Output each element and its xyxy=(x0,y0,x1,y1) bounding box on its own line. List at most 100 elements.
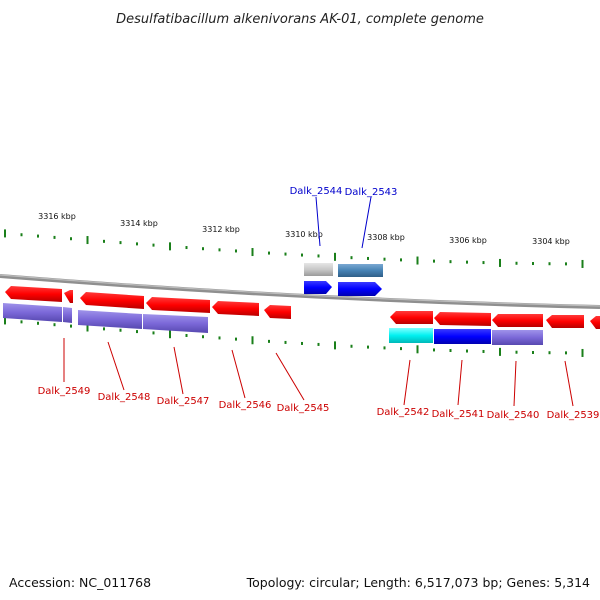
ruler-tick xyxy=(548,262,551,266)
cds-block-2548[interactable] xyxy=(78,310,142,329)
accession-text: Accession: NC_011768 xyxy=(9,575,151,590)
ruler-tick xyxy=(152,331,155,335)
ruler-tick xyxy=(482,261,485,265)
ruler-tick xyxy=(433,259,435,263)
ruler-tick xyxy=(334,252,336,261)
ruler-tick xyxy=(367,256,369,260)
gene-label: Dalk_2544 xyxy=(290,186,343,197)
map-title: Desulfatibacillum alkenivorans AK-01, co… xyxy=(116,12,484,27)
ruler-tick xyxy=(515,350,518,354)
ruler-tick xyxy=(268,251,270,255)
ruler-tick xyxy=(416,256,419,265)
gene-arrow-2538[interactable] xyxy=(590,316,600,329)
ruler-tick xyxy=(400,258,402,262)
ruler-tick xyxy=(251,248,254,257)
ruler-tick xyxy=(86,236,89,245)
gene-arrow-2540[interactable] xyxy=(492,314,543,327)
ruler-tick xyxy=(532,262,534,266)
gene-arrow-2546[interactable] xyxy=(212,301,259,316)
ruler-tick xyxy=(86,323,89,332)
topology-text: Topology: circular; Length: 6,517,073 bp… xyxy=(246,575,590,590)
gene-arrow-2545[interactable] xyxy=(264,305,291,319)
gene-label: Dalk_2542 xyxy=(377,407,430,418)
ruler-ticks-top xyxy=(4,229,584,268)
ruler-tick xyxy=(20,233,23,237)
ruler-tick xyxy=(548,351,551,355)
gene-label: Dalk_2546 xyxy=(219,400,272,411)
gene-arrow-2542[interactable] xyxy=(390,311,433,324)
ruler-tick xyxy=(499,347,501,356)
gene-arrow-2549b[interactable] xyxy=(64,290,73,303)
ruler-tick xyxy=(400,347,402,351)
ruler-tick xyxy=(268,339,270,343)
ruler-tick xyxy=(53,323,56,327)
ruler-tick xyxy=(251,336,254,345)
ruler-label: 3306 kbp xyxy=(449,236,487,245)
cds-block-2549b[interactable] xyxy=(63,307,72,323)
ruler-tick xyxy=(103,327,105,331)
ruler-label: 3304 kbp xyxy=(532,237,570,246)
ruler-tick xyxy=(466,349,468,353)
ruler-tick xyxy=(136,330,138,334)
ruler-tick xyxy=(383,346,386,350)
gene-label: Dalk_2545 xyxy=(277,403,330,414)
ruler-tick xyxy=(235,337,237,341)
ruler-tick xyxy=(334,341,336,350)
ruler-label: 3308 kbp xyxy=(367,233,405,242)
gene-arrow-2543[interactable] xyxy=(338,282,382,296)
ruler-tick xyxy=(103,239,105,243)
cds-block-2541[interactable] xyxy=(434,329,491,344)
ruler-tick xyxy=(136,242,138,246)
ruler-tick xyxy=(350,256,353,260)
cds-block-2549[interactable] xyxy=(3,303,62,322)
gene-arrow-2549[interactable] xyxy=(5,286,62,302)
ruler-tick xyxy=(383,257,386,261)
label-leaders-top xyxy=(315,196,372,249)
gene-label: Dalk_2543 xyxy=(345,187,398,198)
gene-arrow-2541[interactable] xyxy=(434,312,491,326)
ruler-tick xyxy=(565,351,567,355)
ruler-tick xyxy=(466,260,468,264)
ruler-tick xyxy=(4,229,6,238)
ruler-label: 3312 kbp xyxy=(202,225,240,234)
ruler-tick xyxy=(119,241,122,245)
genome-backbone-highlight xyxy=(0,274,600,307)
gene-label: Dalk_2541 xyxy=(432,409,485,420)
ruler-tick xyxy=(37,234,39,238)
label-leaders-bottom xyxy=(63,338,574,407)
gene-block-2544[interactable] xyxy=(304,263,333,276)
ruler-label: 3316 kbp xyxy=(38,212,76,221)
ruler-tick xyxy=(185,246,188,250)
cds-block-2540[interactable] xyxy=(492,330,543,345)
ruler-tick xyxy=(350,344,353,348)
ruler-tick xyxy=(482,349,485,353)
gene-block-2543[interactable] xyxy=(338,264,383,277)
gene-label: Dalk_2549 xyxy=(38,386,91,397)
ruler-tick xyxy=(532,350,534,354)
ruler-tick xyxy=(53,235,56,239)
ruler-tick xyxy=(301,341,303,345)
cds-block-2547[interactable] xyxy=(143,314,208,333)
ruler-tick xyxy=(317,342,320,346)
gene-label: Dalk_2547 xyxy=(157,396,210,407)
ruler-tick xyxy=(284,252,287,256)
gene-arrow-2548[interactable] xyxy=(80,292,144,309)
ruler-label: 3310 kbp xyxy=(285,230,323,239)
cds-block-2542[interactable] xyxy=(389,328,433,343)
gene-arrow-2547[interactable] xyxy=(146,297,210,313)
ruler-tick xyxy=(70,324,72,328)
ruler-ticks-bottom xyxy=(4,316,584,357)
ruler-tick xyxy=(449,260,452,264)
ruler-tick xyxy=(565,262,567,266)
ruler-tick xyxy=(433,348,435,352)
ruler-tick xyxy=(119,328,122,332)
genome-backbone xyxy=(0,274,600,309)
ruler-tick xyxy=(416,345,419,354)
gene-arrow-2539[interactable] xyxy=(546,315,584,328)
ruler-tick xyxy=(218,336,221,340)
gene-label: Dalk_2539 xyxy=(547,410,600,421)
gene-arrow-2544[interactable] xyxy=(304,281,332,294)
ruler-tick xyxy=(235,249,237,253)
